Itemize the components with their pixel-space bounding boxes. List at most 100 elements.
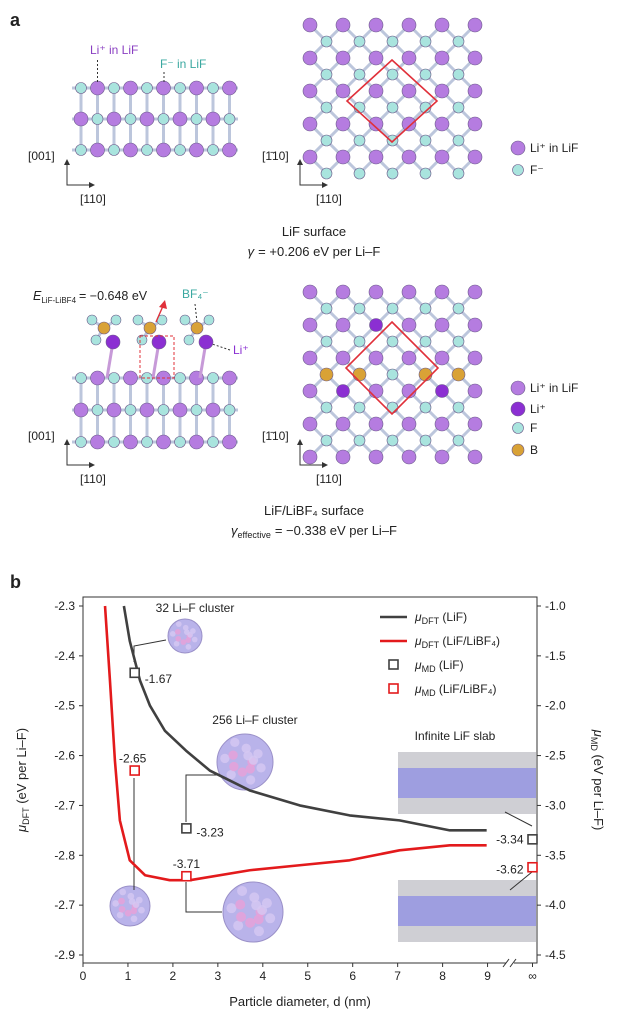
- legend-marker: [388, 659, 399, 670]
- atom: [91, 404, 104, 416]
- atom: [510, 140, 526, 156]
- atom: [139, 111, 155, 127]
- atom: [302, 449, 318, 465]
- atom: [512, 164, 524, 176]
- x-tick-label: 2: [170, 969, 177, 983]
- symbol: E: [33, 289, 42, 303]
- atom: [335, 83, 351, 99]
- energy-text: = −0.338 eV per Li–F: [275, 523, 397, 538]
- atom: [203, 314, 215, 326]
- cluster-atom: [116, 911, 124, 919]
- leader: [194, 303, 198, 323]
- atom: [223, 404, 236, 416]
- atom: [90, 434, 105, 450]
- atom: [108, 372, 120, 384]
- atom: [352, 367, 367, 382]
- label-rest: (LiF/LiBF₄): [439, 634, 500, 648]
- atom: [190, 113, 203, 125]
- axis-label: [110]: [80, 472, 106, 486]
- atom: [151, 334, 167, 350]
- atom: [302, 149, 318, 165]
- atom: [419, 68, 432, 81]
- atom: [418, 367, 433, 382]
- cluster-atom: [169, 631, 176, 637]
- atom: [335, 350, 351, 366]
- atom: [90, 80, 105, 96]
- y-tick-label: -2.4: [54, 649, 75, 663]
- atom: [132, 314, 144, 326]
- atom: [335, 284, 351, 300]
- atom: [368, 284, 384, 300]
- atom: [105, 334, 121, 350]
- atom: [467, 383, 483, 399]
- atom: [123, 142, 138, 158]
- atom: [335, 17, 351, 33]
- leader: [133, 639, 167, 662]
- caption: LiF surface: [282, 224, 346, 239]
- label-rest: (LiF/LiBF₄): [436, 682, 497, 696]
- atom: [90, 142, 105, 158]
- atom: [401, 317, 417, 333]
- subscript: MD: [589, 737, 599, 751]
- atom: [434, 83, 450, 99]
- annotation: Infinite LiF slab: [415, 729, 496, 743]
- atom: [207, 144, 219, 156]
- atom: [368, 50, 384, 66]
- cluster-atom: [124, 909, 132, 917]
- arrowhead: [89, 182, 95, 188]
- unit-cell: [345, 58, 439, 144]
- atom: [401, 83, 417, 99]
- annotation: 32 Li–F cluster: [156, 601, 235, 615]
- cluster-atom: [112, 900, 119, 907]
- atom: [419, 35, 432, 48]
- li-label: Li⁺: [233, 343, 249, 357]
- legend-label: μDFT (LiF): [414, 610, 467, 626]
- atom: [353, 335, 366, 348]
- atom: [302, 383, 318, 399]
- atom: [401, 350, 417, 366]
- atom: [386, 35, 399, 48]
- atom: [141, 144, 153, 156]
- cluster-atom: [226, 770, 236, 780]
- slab-core: [398, 768, 536, 798]
- atom: [467, 116, 483, 132]
- atom: [401, 149, 417, 165]
- atom: [368, 116, 384, 132]
- arrowhead: [297, 439, 303, 445]
- arrowhead: [297, 159, 303, 165]
- atom: [434, 449, 450, 465]
- atom: [510, 380, 526, 396]
- atom: [157, 113, 170, 125]
- atom: [139, 402, 155, 418]
- leader: [509, 871, 533, 891]
- cluster-atom: [249, 892, 260, 903]
- atom: [368, 449, 384, 465]
- cluster-atom: [245, 917, 256, 928]
- cluster-atom: [248, 755, 259, 765]
- li-label: Li⁺ in LiF: [90, 43, 138, 57]
- x-tick-label: 1: [125, 969, 132, 983]
- atom: [401, 416, 417, 432]
- x-tick-label: 9: [484, 969, 491, 983]
- md-point: [527, 861, 538, 873]
- atom: [386, 434, 399, 447]
- atom: [386, 167, 399, 180]
- atom: [108, 144, 120, 156]
- y-axis-label: μDFT (eV per Li–F): [14, 728, 31, 833]
- atom: [172, 111, 188, 127]
- y2-tick-label: -1.0: [545, 599, 566, 613]
- cluster-atom: [256, 763, 266, 773]
- atom: [386, 335, 399, 348]
- arrowhead: [89, 462, 95, 468]
- atom: [335, 416, 351, 432]
- x-tick-label: 7: [394, 969, 401, 983]
- atom: [75, 372, 87, 384]
- x-tick-label: 3: [215, 969, 222, 983]
- atom: [207, 372, 219, 384]
- y2-tick-label: -2.5: [545, 749, 566, 763]
- axis-label: [001]: [28, 149, 55, 163]
- energy-text: = −0.648 eV: [79, 289, 148, 303]
- atom: [110, 314, 122, 326]
- atom: [179, 314, 191, 326]
- atom: [75, 436, 87, 448]
